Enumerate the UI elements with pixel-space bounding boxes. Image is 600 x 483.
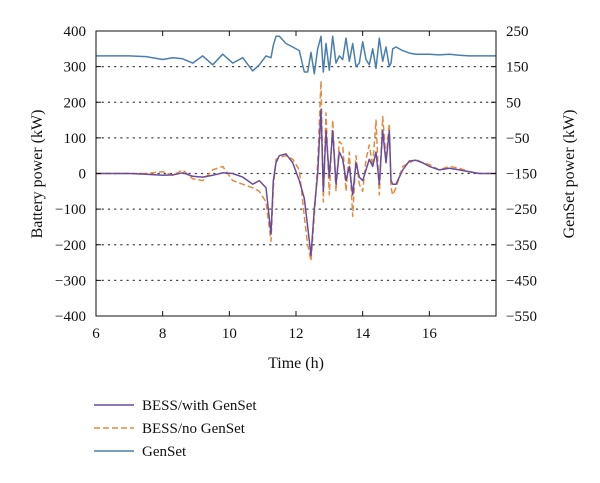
y-tick-label-right: −450: [506, 273, 537, 289]
legend-label: GenSet: [142, 444, 187, 460]
y-tick-label-left: 300: [64, 60, 87, 76]
y-tick-label-left: −400: [55, 309, 86, 325]
legend-label: BESS/no GenSet: [142, 421, 246, 437]
x-tick-label: 10: [222, 326, 237, 342]
x-tick-label: 14: [355, 326, 371, 342]
y-tick-label-left: 100: [64, 131, 87, 147]
y-tick-label-right: −550: [506, 309, 537, 325]
y-axis-title-left: Battery power (kW): [29, 110, 46, 239]
x-tick-label: 16: [422, 326, 438, 342]
y-tick-label-right: 50: [506, 95, 521, 111]
x-tick-label: 6: [92, 326, 100, 342]
y-tick-label-right: −350: [506, 238, 537, 254]
y-tick-label-right: −50: [506, 131, 529, 147]
legend: BESS/with GenSet BESS/no GenSet GenSet: [94, 398, 257, 460]
y-tick-label-left: 400: [64, 24, 87, 40]
series-layer: [96, 35, 496, 262]
y-tick-label-right: 150: [506, 60, 529, 76]
legend-label: BESS/with GenSet: [142, 398, 257, 414]
y-tick-label-left: −200: [55, 238, 86, 254]
y-tick-label-left: −300: [55, 273, 86, 289]
x-axis-title: Time (h): [268, 355, 324, 372]
y-tick-label-right: −250: [506, 202, 537, 218]
series-line-2: [96, 35, 496, 75]
ticks: 6 8 10 12 14 16 −400 −300 −200 −100 0 100 200 300 400 −…: [55, 24, 537, 342]
y-tick-label-left: −100: [55, 202, 86, 218]
series-line-0: [96, 108, 496, 257]
y-tick-label-left: 0: [79, 167, 87, 183]
y-axis-title-right: GenSet power (kW): [561, 110, 578, 239]
y-tick-label-right: −150: [506, 167, 537, 183]
x-tick-label: 12: [289, 326, 304, 342]
y-tick-label-left: 200: [64, 95, 87, 111]
y-tick-label-right: 250: [506, 24, 529, 40]
x-tick-label: 8: [159, 326, 167, 342]
